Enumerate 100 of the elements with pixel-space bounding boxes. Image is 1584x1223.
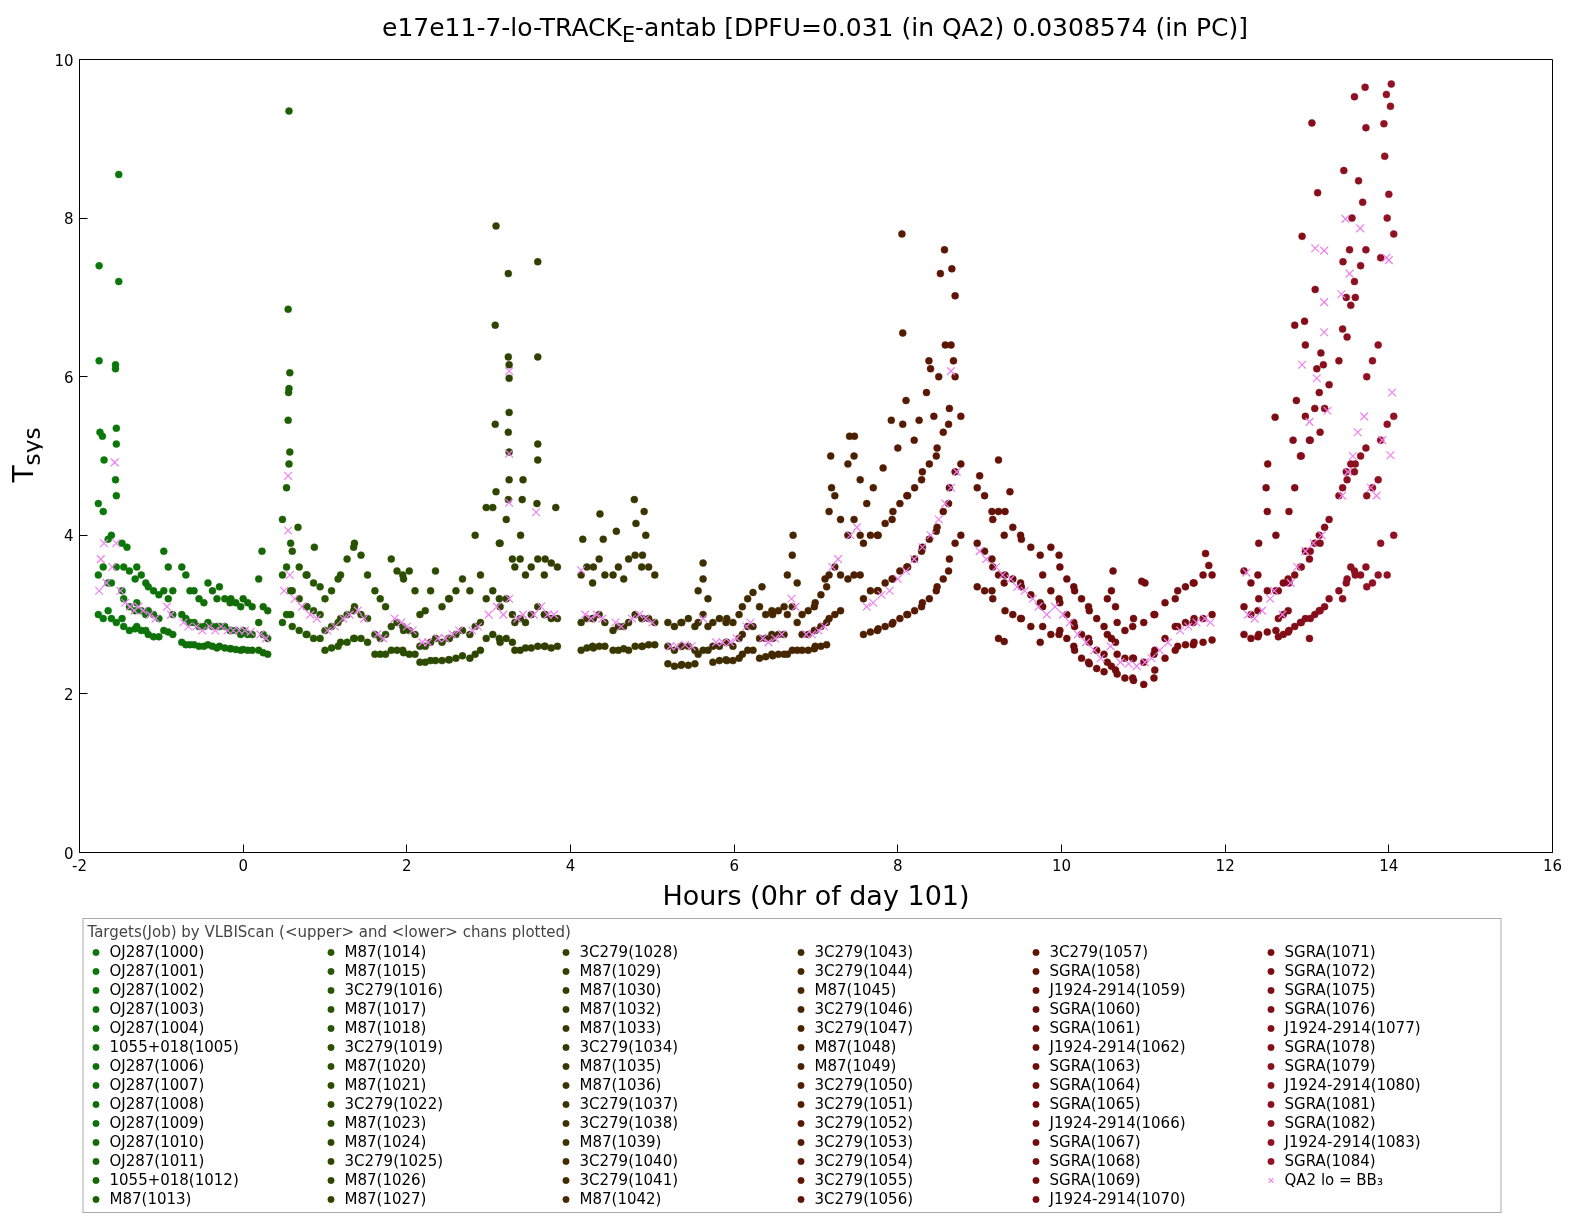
legend-label: SGRA(1061) [1049,1019,1142,1037]
legend-label: 3C279(1037) [579,1095,680,1113]
legend-label: OJ287(1009) [109,1114,206,1132]
legend-label: 3C279(1028) [579,943,680,961]
legend-label: 1055+018(1012) [109,1171,240,1189]
y-tick-label: 8 [63,210,74,229]
legend-label: 3C279(1016) [344,981,445,999]
legend-label: OJ287(1000) [109,943,206,961]
legend-label: 3C279(1043) [814,943,915,961]
legend-label: SGRA(1069) [1049,1171,1142,1189]
legend-label: 3C279(1051) [814,1095,915,1113]
legend-label: M87(1021) [344,1076,428,1094]
legend-label: 3C279(1019) [344,1038,445,1056]
legend-label: J1924-2914(1066) [1049,1114,1187,1132]
legend-label: M87(1027) [344,1190,428,1208]
legend-label: SGRA(1064) [1049,1076,1142,1094]
legend-label: OJ287(1001) [109,962,206,980]
x-tick-label: 16 [1542,856,1563,875]
legend-label: M87(1020) [344,1057,428,1075]
legend-label: SGRA(1078) [1284,1038,1377,1056]
x-tick-label: 2 [402,856,412,875]
legend-label: M87(1035) [579,1057,663,1075]
y-tick-label: 10 [54,51,74,70]
legend-label: 3C279(1038) [579,1114,680,1132]
legend-label: SGRA(1076) [1284,1000,1377,1018]
legend-label: QA2 lo = BB₃ [1284,1171,1384,1189]
legend-label: M87(1015) [344,962,428,980]
x-tick-label: 4 [565,856,576,875]
legend-label: M87(1013) [109,1190,193,1208]
legend-label: SGRA(1071) [1284,943,1377,961]
legend-label: 3C279(1041) [579,1171,680,1189]
legend-title: Targets(Job) by VLBIScan (<upper> and <lower> chans plotted) [87,923,572,941]
legend-label: J1924-2914(1077) [1284,1019,1422,1037]
legend-label: SGRA(1081) [1284,1095,1377,1113]
y-tick-label: 4 [63,527,74,546]
legend-label: SGRA(1082) [1284,1114,1377,1132]
legend-label: M87(1036) [579,1076,663,1094]
legend-label: 3C279(1057) [1049,943,1150,961]
x-tick-label: 10 [1051,856,1072,875]
legend-label: 3C279(1034) [579,1038,680,1056]
legend-label: SGRA(1075) [1284,981,1377,999]
legend-label: SGRA(1060) [1049,1000,1142,1018]
legend-label: SGRA(1079) [1284,1057,1377,1075]
legend-label: 3C279(1056) [814,1190,915,1208]
legend-label: SGRA(1067) [1049,1133,1142,1151]
legend-label: 3C279(1022) [344,1095,445,1113]
legend-label: J1924-2914(1062) [1049,1038,1187,1056]
legend-label: J1924-2914(1059) [1049,981,1187,999]
y-tick-label: 2 [63,685,74,704]
legend-label: OJ287(1010) [109,1133,206,1151]
legend-label: 3C279(1046) [814,1000,915,1018]
y-tick-label: 0 [63,844,74,863]
legend-label: 3C279(1044) [814,962,915,980]
legend-label: SGRA(1058) [1049,962,1142,980]
x-tick-label: 14 [1379,856,1399,875]
legend-label: M87(1032) [579,1000,663,1018]
x-tick-label: -2 [72,856,87,875]
legend-label: M87(1042) [579,1190,663,1208]
legend-label: OJ287(1011) [109,1152,206,1170]
legend-label: 3C279(1040) [579,1152,680,1170]
legend-label: SGRA(1068) [1049,1152,1142,1170]
legend-label: M87(1045) [814,981,898,999]
legend-label: M87(1049) [814,1057,898,1075]
x-tick-label: 8 [893,856,903,875]
legend-label: 3C279(1053) [814,1133,915,1151]
legend-label: OJ287(1003) [109,1000,206,1018]
legend-label: M87(1024) [344,1133,428,1151]
legend-label: M87(1014) [344,943,428,961]
legend-label: OJ287(1002) [109,981,206,999]
x-tick-label: 0 [238,856,248,875]
legend-label: OJ287(1008) [109,1095,206,1113]
legend-label: J1924-2914(1080) [1284,1076,1422,1094]
legend-label: J1924-2914(1083) [1284,1133,1422,1151]
legend-label: SGRA(1065) [1049,1095,1142,1113]
x-axis-title: Hours (0hr of day 101) [662,879,970,911]
legend-label: M87(1048) [814,1038,898,1056]
legend-label: 3C279(1054) [814,1152,915,1170]
legend-label: J1924-2914(1070) [1049,1190,1187,1208]
legend-label: 3C279(1050) [814,1076,915,1094]
legend-label: 3C279(1052) [814,1114,915,1132]
legend-label: 3C279(1025) [344,1152,445,1170]
legend-label: 3C279(1055) [814,1171,915,1189]
legend-label: OJ287(1006) [109,1057,206,1075]
legend-label: M87(1039) [579,1133,663,1151]
legend-label: SGRA(1072) [1284,962,1377,980]
legend-label: SGRA(1084) [1284,1152,1377,1170]
legend-label: OJ287(1007) [109,1076,206,1094]
legend-label: M87(1030) [579,981,663,999]
legend-label: M87(1033) [579,1019,663,1037]
legend-label: SGRA(1063) [1049,1057,1142,1075]
legend-label: OJ287(1004) [109,1019,206,1037]
chart-title: e17e11-7-lo-TRACK$_{E}$-antab [DPFU=0.031 (in QA2) 0.0308574 (in PC)] [382,12,1248,49]
legend-label: M87(1017) [344,1000,428,1018]
y-tick-label: 6 [63,368,74,387]
legend-label: 3C279(1047) [814,1019,915,1037]
legend-label: M87(1029) [579,962,663,980]
x-tick-label: 6 [729,856,739,875]
legend-label: M87(1026) [344,1171,428,1189]
legend-label: M87(1023) [344,1114,428,1132]
x-tick-label: 12 [1215,856,1235,875]
